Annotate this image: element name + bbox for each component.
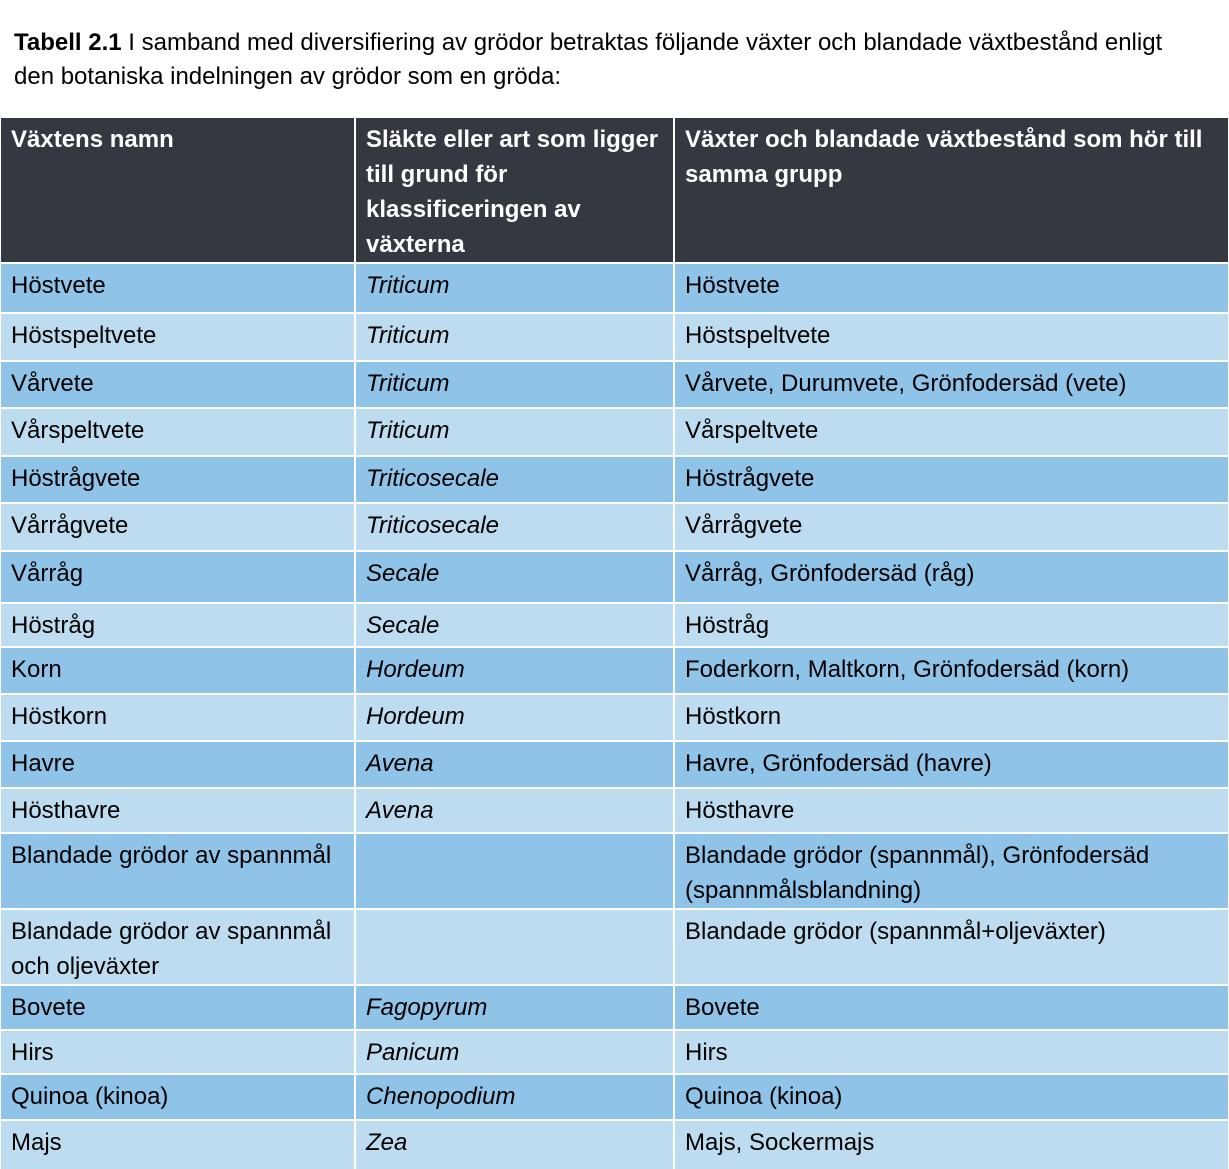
cell-plant-name: Majs xyxy=(1,1119,355,1169)
table-row: Höstspeltvete Triticum Höstspeltvete xyxy=(1,312,1228,361)
cell-genus: Panicum xyxy=(354,1029,674,1074)
cell-genus: Triticum xyxy=(354,360,674,408)
caption-label: Tabell 2.1 xyxy=(14,29,122,56)
cell-genus xyxy=(354,908,674,985)
cell-group: Bovete xyxy=(673,984,1228,1030)
cell-plant-name: Bovete xyxy=(1,984,355,1030)
cell-plant-name: Korn xyxy=(1,646,355,694)
caption-text: I samband med diversifiering av grödor b… xyxy=(14,29,1163,90)
cell-genus: Triticosecale xyxy=(354,455,674,503)
table-row: Blandade grödor av spannmål och oljeväxt… xyxy=(1,908,1228,985)
cell-plant-name: Blandade grödor av spannmål xyxy=(1,832,355,909)
cell-group: Hösthavre xyxy=(673,787,1228,833)
cell-plant-name: Höstvete xyxy=(1,262,355,313)
cell-plant-name: Hirs xyxy=(1,1029,355,1074)
cell-genus: Secale xyxy=(354,550,674,603)
cell-group: Höstspeltvete xyxy=(673,312,1228,361)
table-row: Vårvete Triticum Vårvete, Durumvete, Grö… xyxy=(1,360,1228,408)
cell-group: Vårspeltvete xyxy=(673,407,1228,456)
cell-plant-name: Höstkorn xyxy=(1,693,355,741)
cell-group: Foderkorn, Maltkorn, Grönfodersäd (korn) xyxy=(673,646,1228,694)
cell-genus: Chenopodium xyxy=(354,1073,674,1120)
cell-group: Vårrågvete xyxy=(673,502,1228,551)
cell-genus xyxy=(354,832,674,909)
cell-group: Blandade grödor (spannmål+oljeväxter) xyxy=(673,908,1228,985)
header-genus: Släkte eller art som ligger till grund f… xyxy=(354,118,674,263)
table-row: Höstråg Secale Höstråg xyxy=(1,602,1228,647)
cell-genus: Triticum xyxy=(354,407,674,456)
table-row: Majs Zea Majs, Sockermajs xyxy=(1,1119,1228,1169)
cell-genus: Hordeum xyxy=(354,693,674,741)
cell-group: Höstrågvete xyxy=(673,455,1228,503)
cell-group: Höstvete xyxy=(673,262,1228,313)
cell-group: Vårvete, Durumvete, Grönfodersäd (vete) xyxy=(673,360,1228,408)
cell-plant-name: Quinoa (kinoa) xyxy=(1,1073,355,1120)
table-row: Blandade grödor av spannmål Blandade grö… xyxy=(1,832,1228,909)
cell-genus: Avena xyxy=(354,740,674,788)
header-plant-name: Växtens namn xyxy=(1,118,355,263)
cell-plant-name: Hösthavre xyxy=(1,787,355,833)
cell-plant-name: Höstrågvete xyxy=(1,455,355,503)
cell-genus: Triticum xyxy=(354,262,674,313)
table-row: Bovete Fagopyrum Bovete xyxy=(1,984,1228,1030)
cell-plant-name: Höstspeltvete xyxy=(1,312,355,361)
table-row: Vårråg Secale Vårråg, Grönfodersäd (råg) xyxy=(1,550,1228,603)
table-caption: Tabell 2.1 I samband med diversifiering … xyxy=(14,26,1194,94)
cell-group: Hirs xyxy=(673,1029,1228,1074)
table-row: Korn Hordeum Foderkorn, Maltkorn, Grönfo… xyxy=(1,646,1228,694)
cell-group: Havre, Grönfodersäd (havre) xyxy=(673,740,1228,788)
cell-plant-name: Vårspeltvete xyxy=(1,407,355,456)
cell-plant-name: Havre xyxy=(1,740,355,788)
table-row: Hirs Panicum Hirs xyxy=(1,1029,1228,1074)
cell-plant-name: Vårrågvete xyxy=(1,502,355,551)
cell-group: Majs, Sockermajs xyxy=(673,1119,1228,1169)
cell-plant-name: Vårvete xyxy=(1,360,355,408)
cell-genus: Triticum xyxy=(354,312,674,361)
table-row: Havre Avena Havre, Grönfodersäd (havre) xyxy=(1,740,1228,788)
table-row: Vårspeltvete Triticum Vårspeltvete xyxy=(1,407,1228,456)
table-row: Höstkorn Hordeum Höstkorn xyxy=(1,693,1228,741)
cell-group: Höstkorn xyxy=(673,693,1228,741)
table-header-row: Växtens namn Släkte eller art som ligger… xyxy=(1,118,1228,263)
cell-genus: Zea xyxy=(354,1119,674,1169)
cell-genus: Avena xyxy=(354,787,674,833)
cell-group: Quinoa (kinoa) xyxy=(673,1073,1228,1120)
cell-genus: Triticosecale xyxy=(354,502,674,551)
table-row: Höstrågvete Triticosecale Höstrågvete xyxy=(1,455,1228,503)
cell-genus: Hordeum xyxy=(354,646,674,694)
table-row: Quinoa (kinoa) Chenopodium Quinoa (kinoa… xyxy=(1,1073,1228,1120)
table-row: Höstvete Triticum Höstvete xyxy=(1,262,1228,313)
table-row: Hösthavre Avena Hösthavre xyxy=(1,787,1228,833)
header-group: Växter och blandade växtbestånd som hör … xyxy=(673,118,1228,263)
cell-plant-name: Höstråg xyxy=(1,602,355,647)
crop-table: Växtens namn Släkte eller art som ligger… xyxy=(1,118,1228,1169)
cell-plant-name: Blandade grödor av spannmål och oljeväxt… xyxy=(1,908,355,985)
cell-group: Vårråg, Grönfodersäd (råg) xyxy=(673,550,1228,603)
cell-group: Blandade grödor (spannmål), Grönfodersäd… xyxy=(673,832,1228,909)
cell-plant-name: Vårråg xyxy=(1,550,355,603)
cell-genus: Fagopyrum xyxy=(354,984,674,1030)
cell-group: Höstråg xyxy=(673,602,1228,647)
table-row: Vårrågvete Triticosecale Vårrågvete xyxy=(1,502,1228,551)
cell-genus: Secale xyxy=(354,602,674,647)
